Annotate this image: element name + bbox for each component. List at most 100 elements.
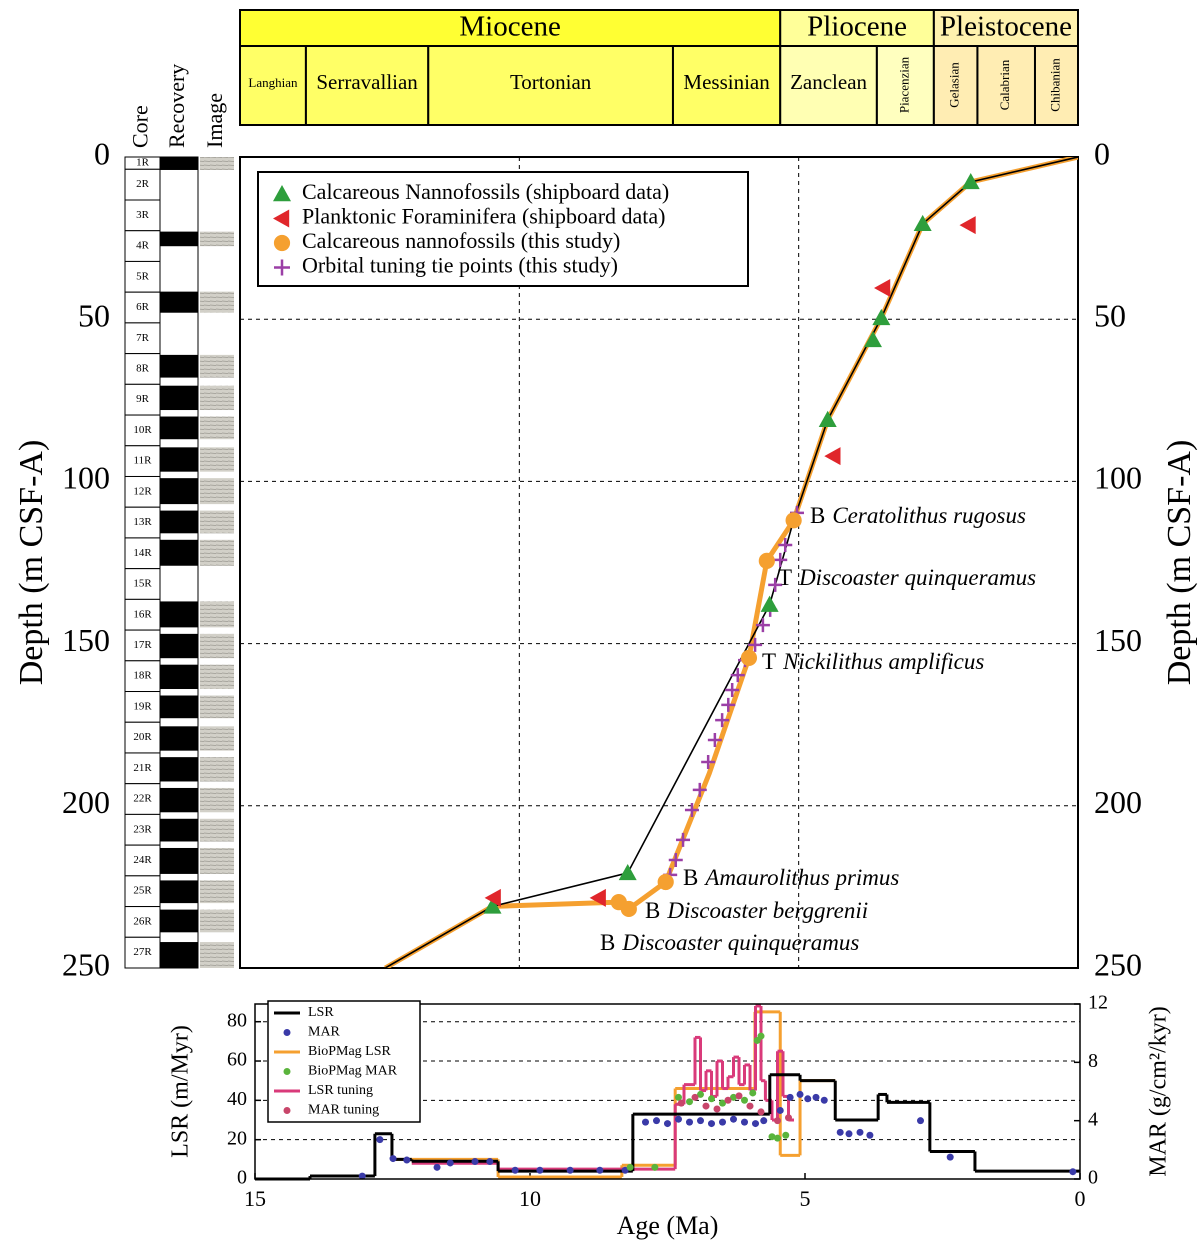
core-label: 7R [136,332,150,344]
mar-dot [702,1102,710,1110]
annotation: T Nickilithus amplificus [762,649,984,674]
mar-dot [786,1093,794,1101]
marker-triangle [959,216,976,235]
core-image [200,633,234,659]
recovery-interval [160,354,198,378]
legend-label: Planktonic Foraminifera (shipboard data) [302,204,666,229]
y2-tick-label: 0 [1088,1167,1098,1189]
stage-box [427,45,674,126]
recovery-interval [160,633,198,659]
mar-dot [845,1130,853,1138]
y-tick-label: 20 [227,1127,247,1149]
mar-dot [836,1128,844,1136]
core-image [200,787,234,813]
marker-plus [755,618,770,633]
core-row [124,568,161,600]
annotation-marker: B [645,898,660,923]
annotation-marker: B [683,865,698,890]
mar-dot [389,1155,397,1163]
mar-dot [511,1166,519,1174]
marker-triangle [863,330,882,348]
mar-dot [446,1159,454,1167]
recovery-interval [160,757,198,782]
stage-box [779,45,878,126]
marker-plus [748,637,763,652]
core-label: 20R [133,731,152,743]
y2-tick-label: 8 [1088,1050,1098,1072]
core-label: 12R [133,485,152,497]
mar-dot [749,1089,757,1097]
mar-dot [686,1098,693,1106]
epoch-label: Miocene [459,11,560,43]
mar-dot [626,1163,634,1171]
marker-triangle [913,214,932,232]
annotation-marker: B [810,503,825,528]
core-image [200,385,234,411]
annotation-taxon: Amaurolithus primus [703,865,899,890]
mar-dot [730,1115,737,1123]
core-label: 8R [136,362,150,374]
mar-dot [708,1095,715,1103]
mar-dot [642,1118,649,1126]
mar-dot [713,1105,721,1113]
mar-dot [812,1093,820,1101]
y-tick-label: 80 [227,1009,247,1031]
marker-circle [785,512,802,529]
mar-dot [917,1117,924,1125]
mar-dot [820,1096,828,1104]
annotation-marker: T [778,565,792,590]
core-label: 6R [136,301,150,313]
y2-tick-label: 200 [1094,784,1142,820]
legend-label: MAR tuning [308,1103,379,1118]
core-image [200,354,234,378]
recovery-interval [160,291,198,313]
marker-plus [684,803,699,818]
core-row [124,906,161,938]
y2-tick-label: 150 [1094,622,1142,658]
y-tick-label: 100 [62,460,110,496]
mar-dot [741,1118,748,1126]
mar-dot [776,1106,784,1114]
y2-tick-label: 12 [1088,992,1108,1014]
y2-tick-label: 4 [1088,1108,1098,1130]
annotation: B Discoaster quinqueramus [600,930,859,955]
mar-dot [741,1096,748,1104]
y2-axis-title: Depth (m CSF-A) [1161,440,1198,686]
mar-dot [768,1133,776,1141]
y-tick-label: 150 [62,622,110,658]
recovery-interval [160,157,198,170]
annotation: B Amaurolithus primus [683,865,899,890]
marker-triangle [484,888,501,907]
core-label: 14R [133,547,152,559]
mar-dot [697,1090,704,1098]
recovery-interval [160,510,198,534]
stage-label: Piacenzian [896,56,911,113]
y-tick-label: 0 [237,1167,247,1189]
mar-dot [358,1172,366,1180]
annotation: B Discoaster berggrenii [645,898,868,923]
stage-box [671,45,782,126]
stage-label: Calabrian [997,59,1012,110]
marker-circle [740,649,758,666]
mar-dot [651,1163,659,1171]
core-image [200,880,234,904]
mar-dot [804,1095,812,1103]
column-header: Core [128,105,153,148]
marker-triangle [872,308,891,326]
stage-box [932,45,979,126]
marker-plus [730,668,745,683]
legend-label: Calcareous Nannofossils (shipboard data) [302,179,669,204]
y-tick-label: 60 [227,1049,247,1071]
recovery-interval [160,942,198,968]
mar-dot [403,1156,411,1164]
marker-triangle [483,897,502,914]
recovery-interval [160,880,198,904]
recovery-interval [160,847,198,874]
mar-dot [677,1099,685,1107]
core-row [124,230,161,262]
core-label: 27R [133,946,152,958]
epoch-box [239,9,782,47]
core-label: 13R [133,516,152,528]
marker-plus [707,732,722,747]
epoch-label: Pliocene [807,11,907,43]
